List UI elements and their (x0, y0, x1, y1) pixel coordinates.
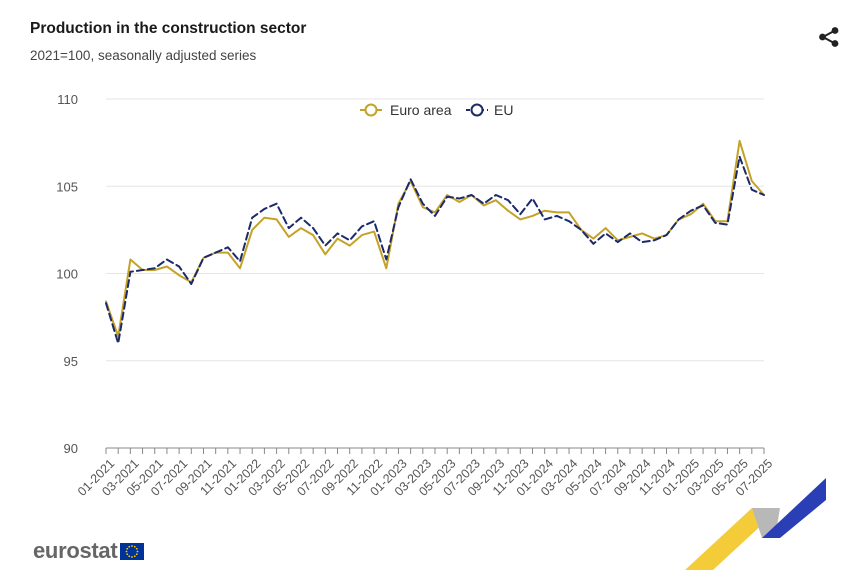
chart-subtitle: 2021=100, seasonally adjusted series (30, 48, 257, 63)
decorative-arrow-shape (685, 478, 826, 570)
series-line-eu (105, 155, 765, 345)
legend: Euro area EU (360, 102, 513, 118)
y-tick-label: 95 (64, 354, 78, 369)
legend-item-euro-area: Euro area (360, 102, 452, 118)
eurostat-logo: eurostat (33, 538, 145, 564)
legend-marker (364, 103, 378, 117)
series-line-euro-area (105, 139, 765, 338)
legend-marker (470, 103, 484, 117)
legend-label: Euro area (390, 102, 452, 118)
chart-title: Production in the construction sector (30, 20, 307, 37)
y-tick-label: 90 (64, 441, 78, 456)
y-tick-label: 105 (56, 179, 78, 194)
share-icon[interactable] (816, 24, 842, 50)
y-tick-label: 100 (56, 267, 78, 282)
logo-text: eurostat (33, 538, 118, 563)
legend-item-eu: EU (466, 102, 513, 118)
eu-flag-icon (120, 542, 145, 560)
legend-label: EU (494, 102, 513, 118)
y-tick-label: 110 (57, 92, 78, 107)
